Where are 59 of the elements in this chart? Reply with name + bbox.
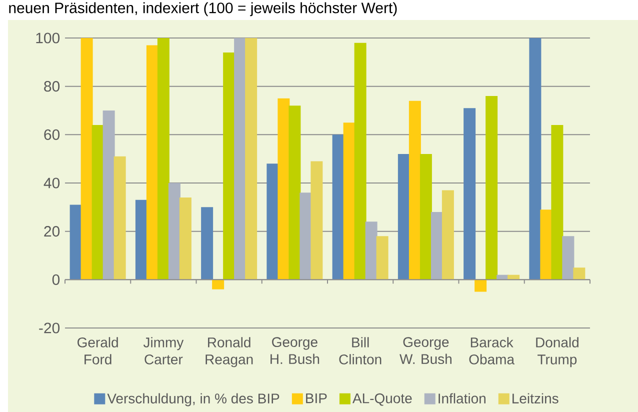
bar: [146, 45, 158, 280]
bar: [420, 154, 432, 280]
bar: [278, 98, 290, 280]
bar: [135, 200, 148, 280]
x-tick-label: Barack Obama: [469, 337, 515, 364]
y-tick-label: -20: [39, 322, 60, 334]
x-tick-label: Jimmy Carter: [143, 337, 184, 364]
bar: [92, 125, 104, 280]
bar: [540, 210, 552, 280]
legend-label: Inflation: [438, 393, 486, 404]
bar: [551, 125, 564, 280]
y-tick-label: 100: [36, 32, 60, 44]
bar: [573, 268, 586, 280]
bar: [80, 38, 93, 280]
y-tick-label: 60: [44, 129, 60, 140]
bar: [245, 38, 258, 280]
bar: [234, 38, 246, 280]
bar: [464, 108, 476, 280]
legend-label: AL-Quote: [352, 393, 412, 406]
bar: [408, 100, 421, 280]
y-tick-label: 20: [44, 226, 60, 237]
bar: [442, 190, 454, 280]
legend-label: Leitzins: [512, 393, 558, 404]
bar: [332, 134, 344, 280]
bar: [398, 154, 410, 280]
bar: [212, 280, 224, 290]
x-tick-label: George W. Bush: [400, 337, 452, 364]
bar: [223, 52, 236, 280]
bar: [168, 183, 180, 280]
x-tick-label: Ronald Reagan: [206, 337, 253, 368]
chart-title: neuen Präsidenten, indexiert (100 = jeweils höchster Wert): [9, 2, 397, 16]
bar: [266, 164, 279, 280]
bar: [201, 207, 214, 280]
y-tick-label: 0: [52, 274, 60, 285]
bar: [354, 42, 366, 280]
bar: [157, 38, 170, 280]
bar: [300, 192, 312, 280]
bar: [310, 161, 323, 280]
x-tick-label: Donald Trump: [536, 337, 578, 368]
legend-label: Verschuldung, in % des BIP: [107, 393, 280, 406]
x-tick-label: George H. Bush: [270, 337, 320, 364]
bar: [529, 38, 542, 280]
x-tick-label: Gerald Ford: [78, 337, 118, 364]
bar: [114, 156, 126, 280]
x-tick-label: Bill Clinton: [339, 337, 382, 364]
bar: [102, 110, 115, 280]
bar: [343, 122, 356, 280]
legend-label: BIP: [306, 393, 327, 404]
y-tick-label: 40: [44, 178, 60, 188]
bar: [430, 212, 443, 280]
bar: [179, 198, 192, 280]
bar: [562, 236, 574, 280]
bar: [486, 96, 498, 280]
bar: [70, 204, 82, 280]
bar: [288, 106, 301, 280]
bar: [365, 222, 378, 280]
bar: [474, 280, 487, 292]
bar: [376, 236, 388, 280]
y-tick-label: 80: [44, 81, 60, 92]
